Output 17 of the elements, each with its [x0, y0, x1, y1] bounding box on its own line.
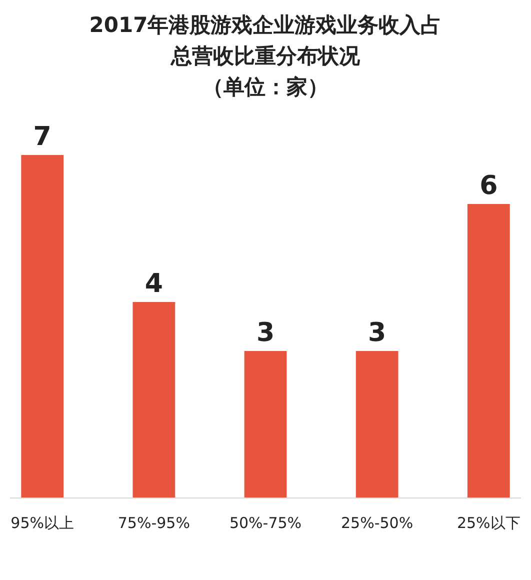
- data-label: 3: [256, 318, 275, 348]
- data-label: 6: [480, 171, 498, 201]
- bar: [132, 302, 176, 498]
- x-tick-label: 75%-95%: [118, 514, 190, 532]
- chart-title: 2017年港股游戏企业游戏业务收入占总营收比重分布状况: [89, 13, 442, 68]
- data-label: 3: [368, 318, 386, 348]
- data-label: 4: [144, 269, 163, 299]
- bar: [356, 351, 398, 498]
- x-tick-label: 25%-50%: [341, 514, 414, 532]
- x-tick-label: 50%-75%: [229, 514, 302, 532]
- bar: [467, 204, 510, 498]
- x-tick-label: 95%以上: [10, 514, 74, 532]
- data-label: 7: [33, 122, 52, 152]
- bar: [244, 351, 287, 498]
- x-tick-label: 25%以下: [456, 514, 520, 532]
- chart-subtitle: （单位：家）: [202, 75, 328, 99]
- bar: [21, 155, 64, 498]
